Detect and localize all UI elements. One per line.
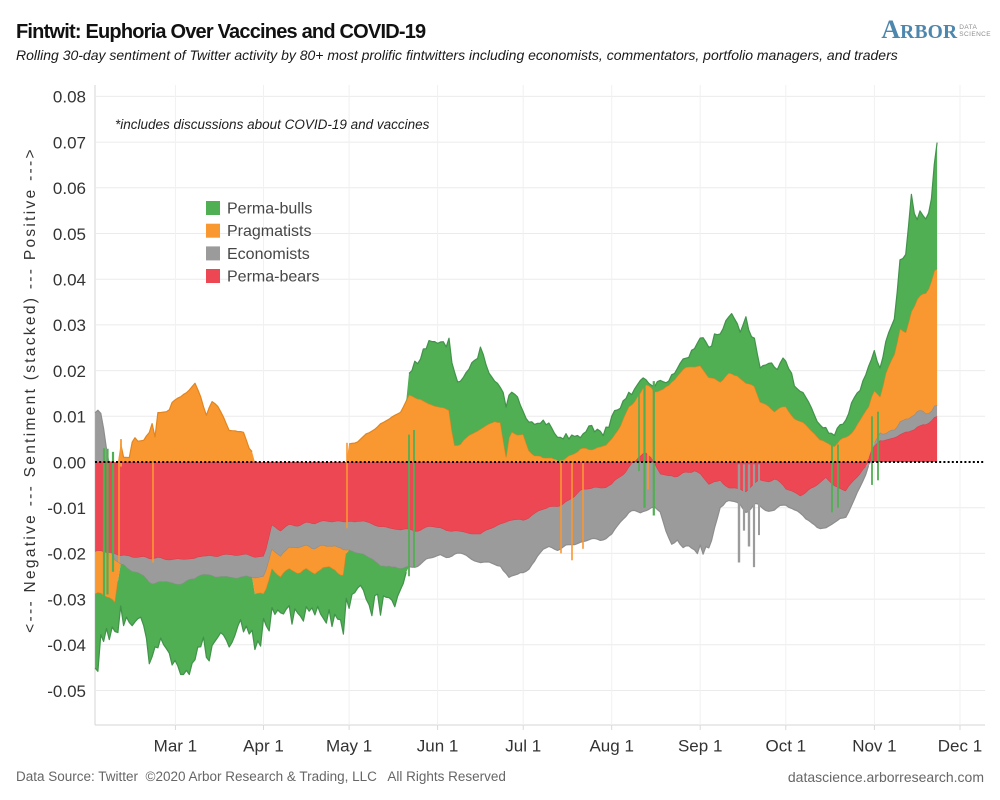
- svg-text:<--- Negative --- Sentiment (s: <--- Negative --- Sentiment (stacked) --…: [22, 147, 39, 633]
- svg-text:Perma-bulls: Perma-bulls: [227, 201, 312, 218]
- svg-text:0.01: 0.01: [53, 408, 86, 427]
- svg-text:0.00: 0.00: [53, 453, 86, 472]
- svg-text:*includes discussions about CO: *includes discussions about COVID-19 and…: [115, 117, 430, 132]
- svg-text:-0.02: -0.02: [47, 545, 86, 564]
- svg-text:0.07: 0.07: [53, 133, 86, 152]
- svg-text:0.06: 0.06: [53, 179, 86, 198]
- svg-text:0.03: 0.03: [53, 316, 86, 335]
- svg-text:Sep 1: Sep 1: [678, 737, 722, 756]
- svg-text:0.04: 0.04: [53, 271, 86, 290]
- svg-text:Dec 1: Dec 1: [938, 737, 982, 756]
- svg-text:0.02: 0.02: [53, 362, 86, 381]
- svg-text:-0.05: -0.05: [47, 682, 86, 701]
- svg-text:Jun 1: Jun 1: [417, 737, 459, 756]
- svg-text:Nov 1: Nov 1: [852, 737, 896, 756]
- svg-text:-0.01: -0.01: [47, 499, 86, 518]
- svg-text:Aug 1: Aug 1: [589, 737, 633, 756]
- svg-text:Oct 1: Oct 1: [765, 737, 806, 756]
- svg-text:-0.04: -0.04: [47, 636, 86, 655]
- svg-text:Apr 1: Apr 1: [243, 737, 284, 756]
- svg-text:Economists: Economists: [227, 246, 310, 263]
- svg-text:May 1: May 1: [326, 737, 372, 756]
- svg-text:0.08: 0.08: [53, 88, 86, 107]
- svg-text:-0.03: -0.03: [47, 590, 86, 609]
- svg-text:Pragmatists: Pragmatists: [227, 223, 311, 240]
- svg-text:0.05: 0.05: [53, 225, 86, 244]
- svg-text:Perma-bears: Perma-bears: [227, 269, 319, 286]
- svg-text:Mar 1: Mar 1: [154, 737, 197, 756]
- svg-text:Jul 1: Jul 1: [505, 737, 541, 756]
